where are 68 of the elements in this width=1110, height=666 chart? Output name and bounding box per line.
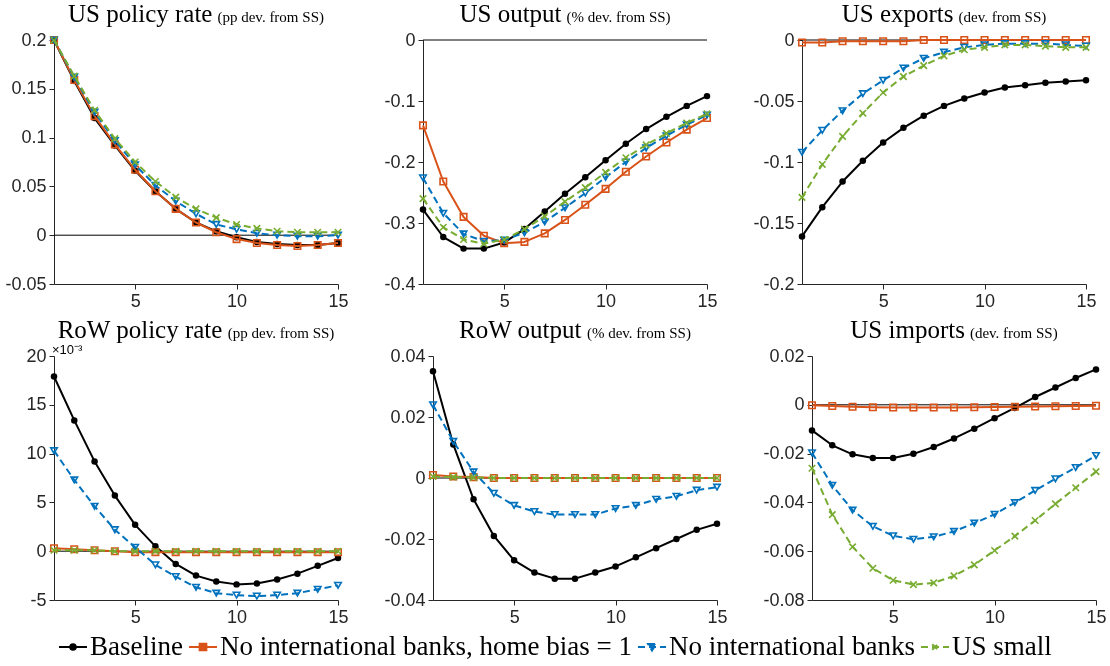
- y-tick-label: 15: [26, 394, 47, 415]
- x-tick-label: 5: [888, 606, 899, 627]
- y-tick-label: -0.04: [763, 491, 805, 512]
- x-tick-label: 15: [328, 290, 349, 311]
- y-tick-label: 0.02: [769, 345, 805, 366]
- x-tick-label: 10: [227, 290, 248, 311]
- x-tick-label: 5: [509, 606, 520, 627]
- chart-title: US imports: [850, 316, 965, 343]
- y-tick-label: -0.1: [384, 90, 416, 111]
- x-tick-label: 10: [975, 290, 996, 311]
- x-tick-label: 5: [499, 290, 510, 311]
- y-tick-label: -0.4: [384, 273, 416, 294]
- x-tick-label: 5: [130, 606, 141, 627]
- x-tick-label: 5: [130, 290, 141, 311]
- x-tick-label: 15: [1086, 606, 1107, 627]
- chart-title: US policy rate: [68, 0, 213, 27]
- x-tick-label: 10: [227, 606, 248, 627]
- y-tick-label: 20: [26, 345, 47, 366]
- x-tick-label: 15: [707, 606, 728, 627]
- y-tick-label: 0.2: [21, 29, 47, 50]
- chart-title: US exports: [841, 0, 954, 27]
- chart-title: US output: [459, 0, 562, 27]
- legend-label: No international banks: [669, 631, 915, 661]
- y-tick-label: -0.02: [763, 443, 805, 464]
- y-tick-label: 0: [794, 394, 805, 415]
- chart-subtitle: (% dev. from SS): [586, 325, 691, 342]
- y-tick-label: 0.02: [390, 406, 426, 427]
- x-tick-label: 5: [878, 290, 889, 311]
- y-tick-label: 0.15: [11, 78, 47, 99]
- y-tick-label: -0.04: [384, 589, 426, 610]
- legend-label: No international banks, home bias = 1: [220, 631, 632, 661]
- y-tick-label: 0: [784, 29, 795, 50]
- y-tick-label: -5: [30, 589, 47, 610]
- y-tick-label: 0: [405, 29, 416, 50]
- y-tick-label: -0.2: [384, 151, 416, 172]
- y-tick-label: -0.1: [763, 151, 795, 172]
- x-tick-label: 10: [606, 606, 627, 627]
- x-tick-label: 10: [596, 290, 617, 311]
- y-tick-label: -0.3: [384, 212, 416, 233]
- y-tick-label: 0: [415, 467, 426, 488]
- y-tick-label: -0.05: [5, 273, 47, 294]
- legend-label: Baseline: [90, 631, 183, 661]
- annotation: ×10⁻³: [52, 342, 84, 357]
- chart-subtitle: (pp dev. from SS): [217, 9, 324, 26]
- y-tick-label: 0: [36, 540, 47, 561]
- y-tick-label: 0.1: [21, 127, 47, 148]
- y-tick-label: 10: [26, 443, 47, 464]
- y-tick-label: 0: [36, 224, 47, 245]
- chart-subtitle: (dev. from SS): [969, 325, 1058, 342]
- chart-subtitle: (pp dev. from SS): [227, 325, 335, 342]
- y-tick-label: 5: [36, 491, 47, 512]
- chart-title: RoW output: [459, 316, 582, 343]
- y-tick-label: -0.2: [763, 273, 795, 294]
- chart-subtitle: (% dev. from SS): [566, 9, 671, 26]
- y-tick-label: -0.08: [763, 589, 805, 610]
- y-tick-label: -0.05: [753, 90, 795, 111]
- chart-subtitle: (dev. from SS): [958, 9, 1047, 26]
- y-tick-label: -0.15: [753, 212, 795, 233]
- chart-title: RoW policy rate: [57, 316, 223, 343]
- y-tick-label: -0.06: [763, 540, 805, 561]
- y-tick-label: 0.05: [11, 175, 47, 196]
- y-tick-label: -0.02: [384, 528, 426, 549]
- x-tick-label: 10: [985, 606, 1006, 627]
- x-tick-label: 15: [328, 606, 349, 627]
- x-tick-label: 15: [1076, 290, 1097, 311]
- x-tick-label: 15: [697, 290, 718, 311]
- y-tick-label: 0.04: [390, 345, 426, 366]
- legend-label: US small: [952, 631, 1052, 661]
